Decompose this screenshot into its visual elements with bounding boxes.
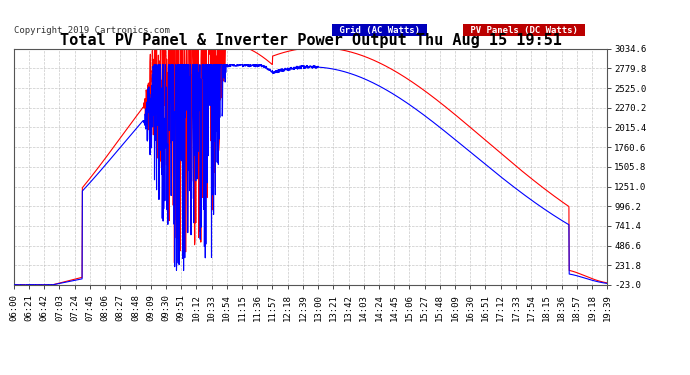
Text: Grid (AC Watts): Grid (AC Watts) — [334, 26, 426, 34]
Text: Copyright 2019 Cartronics.com: Copyright 2019 Cartronics.com — [14, 26, 170, 34]
Text: PV Panels (DC Watts): PV Panels (DC Watts) — [465, 26, 583, 34]
Title: Total PV Panel & Inverter Power Output Thu Aug 15 19:51: Total PV Panel & Inverter Power Output T… — [59, 33, 562, 48]
